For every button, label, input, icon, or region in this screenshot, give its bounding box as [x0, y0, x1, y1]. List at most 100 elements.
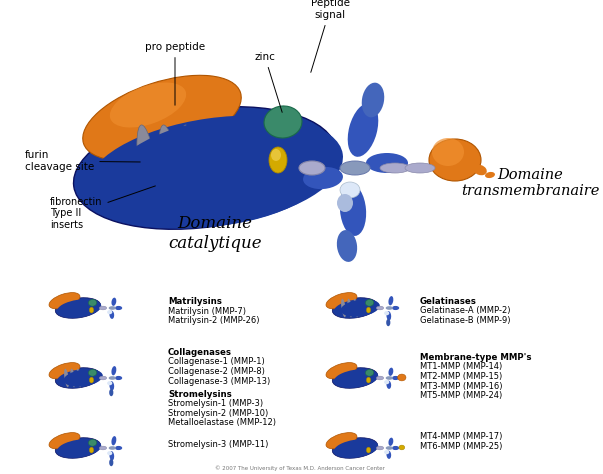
Ellipse shape [365, 300, 374, 306]
Text: MT5-MMP (MMP-24): MT5-MMP (MMP-24) [420, 391, 502, 400]
Ellipse shape [107, 310, 112, 314]
Text: Metalloelastase (MMP-12): Metalloelastase (MMP-12) [168, 419, 276, 428]
Ellipse shape [392, 306, 399, 310]
Ellipse shape [386, 319, 390, 326]
Ellipse shape [388, 296, 393, 305]
Ellipse shape [485, 172, 495, 178]
Ellipse shape [181, 125, 203, 219]
Ellipse shape [367, 447, 371, 453]
Ellipse shape [388, 368, 393, 376]
Text: Gelatinase-A (MMP-2): Gelatinase-A (MMP-2) [420, 307, 511, 316]
Ellipse shape [380, 163, 410, 173]
Ellipse shape [332, 298, 377, 318]
Ellipse shape [326, 433, 357, 449]
Ellipse shape [89, 439, 96, 446]
Ellipse shape [137, 125, 159, 219]
Ellipse shape [326, 292, 357, 309]
Text: Matrilysins: Matrilysins [168, 297, 222, 306]
Ellipse shape [384, 311, 390, 315]
Ellipse shape [57, 439, 101, 458]
Ellipse shape [264, 106, 302, 138]
Text: MT4-MMP (MMP-17): MT4-MMP (MMP-17) [420, 432, 502, 441]
Ellipse shape [110, 82, 186, 128]
Ellipse shape [340, 161, 370, 175]
Ellipse shape [57, 369, 101, 388]
Ellipse shape [332, 368, 377, 388]
Ellipse shape [303, 167, 343, 189]
Ellipse shape [109, 381, 114, 391]
Ellipse shape [77, 369, 81, 387]
Ellipse shape [271, 149, 281, 161]
Ellipse shape [337, 194, 353, 212]
Text: © 2007 The University of Texas M.D. Anderson Cancer Center: © 2007 The University of Texas M.D. Ande… [215, 465, 385, 471]
Ellipse shape [397, 374, 406, 381]
Ellipse shape [367, 307, 371, 313]
Ellipse shape [89, 307, 93, 313]
Ellipse shape [376, 446, 384, 450]
Ellipse shape [340, 182, 360, 198]
Ellipse shape [366, 153, 408, 173]
Ellipse shape [49, 433, 80, 449]
Ellipse shape [384, 450, 390, 454]
Ellipse shape [299, 161, 325, 175]
Text: zinc: zinc [254, 52, 282, 112]
Text: Collagenase-2 (MMP-8): Collagenase-2 (MMP-8) [168, 367, 265, 376]
Ellipse shape [99, 376, 107, 380]
Text: Stromelysin-2 (MMP-10): Stromelysin-2 (MMP-10) [168, 409, 268, 418]
Ellipse shape [432, 138, 464, 166]
Ellipse shape [99, 306, 107, 310]
Text: Gelatinase-B (MMP-9): Gelatinase-B (MMP-9) [420, 316, 511, 325]
Ellipse shape [337, 230, 357, 262]
Ellipse shape [115, 306, 122, 310]
Text: MT1-MMP (MMP-14): MT1-MMP (MMP-14) [420, 363, 502, 372]
Ellipse shape [326, 363, 357, 379]
Ellipse shape [109, 459, 113, 466]
Ellipse shape [376, 376, 384, 380]
Ellipse shape [64, 369, 69, 387]
Ellipse shape [55, 298, 101, 318]
Ellipse shape [83, 75, 241, 161]
Ellipse shape [386, 446, 393, 450]
Ellipse shape [89, 447, 93, 453]
Ellipse shape [334, 439, 378, 458]
Ellipse shape [334, 299, 378, 318]
Text: Gelatinases: Gelatinases [420, 297, 477, 306]
Ellipse shape [341, 299, 380, 317]
Ellipse shape [109, 306, 116, 310]
Ellipse shape [332, 438, 377, 458]
Ellipse shape [388, 438, 393, 446]
Text: Stromelysins: Stromelysins [168, 390, 232, 399]
Ellipse shape [89, 300, 96, 306]
Ellipse shape [112, 366, 116, 375]
Ellipse shape [376, 306, 384, 310]
Ellipse shape [109, 376, 116, 380]
Ellipse shape [384, 380, 390, 384]
Ellipse shape [159, 125, 181, 219]
Text: fibronectin
Type II
inserts: fibronectin Type II inserts [50, 186, 156, 230]
Ellipse shape [109, 389, 113, 396]
Ellipse shape [74, 107, 336, 229]
Ellipse shape [99, 446, 107, 450]
Text: Collagenase-3 (MMP-13): Collagenase-3 (MMP-13) [168, 376, 270, 385]
Ellipse shape [89, 369, 96, 376]
Text: Stromelysin-1 (MMP-3): Stromelysin-1 (MMP-3) [168, 400, 263, 409]
Ellipse shape [334, 369, 378, 388]
Ellipse shape [386, 376, 393, 380]
Ellipse shape [49, 363, 80, 379]
Ellipse shape [89, 377, 93, 383]
Ellipse shape [473, 165, 487, 175]
Text: furin
cleavage site: furin cleavage site [25, 150, 140, 172]
Text: Peptide
signal: Peptide signal [311, 0, 350, 73]
Ellipse shape [387, 311, 391, 320]
Ellipse shape [109, 446, 116, 450]
Ellipse shape [387, 451, 391, 459]
Ellipse shape [109, 310, 114, 319]
Text: Domaine
transmembranaire: Domaine transmembranaire [461, 168, 599, 198]
Ellipse shape [429, 139, 481, 181]
Ellipse shape [112, 436, 116, 446]
Ellipse shape [63, 369, 103, 387]
Ellipse shape [347, 299, 352, 317]
Ellipse shape [49, 292, 80, 309]
Ellipse shape [386, 306, 393, 310]
Text: pro peptide: pro peptide [145, 42, 205, 105]
